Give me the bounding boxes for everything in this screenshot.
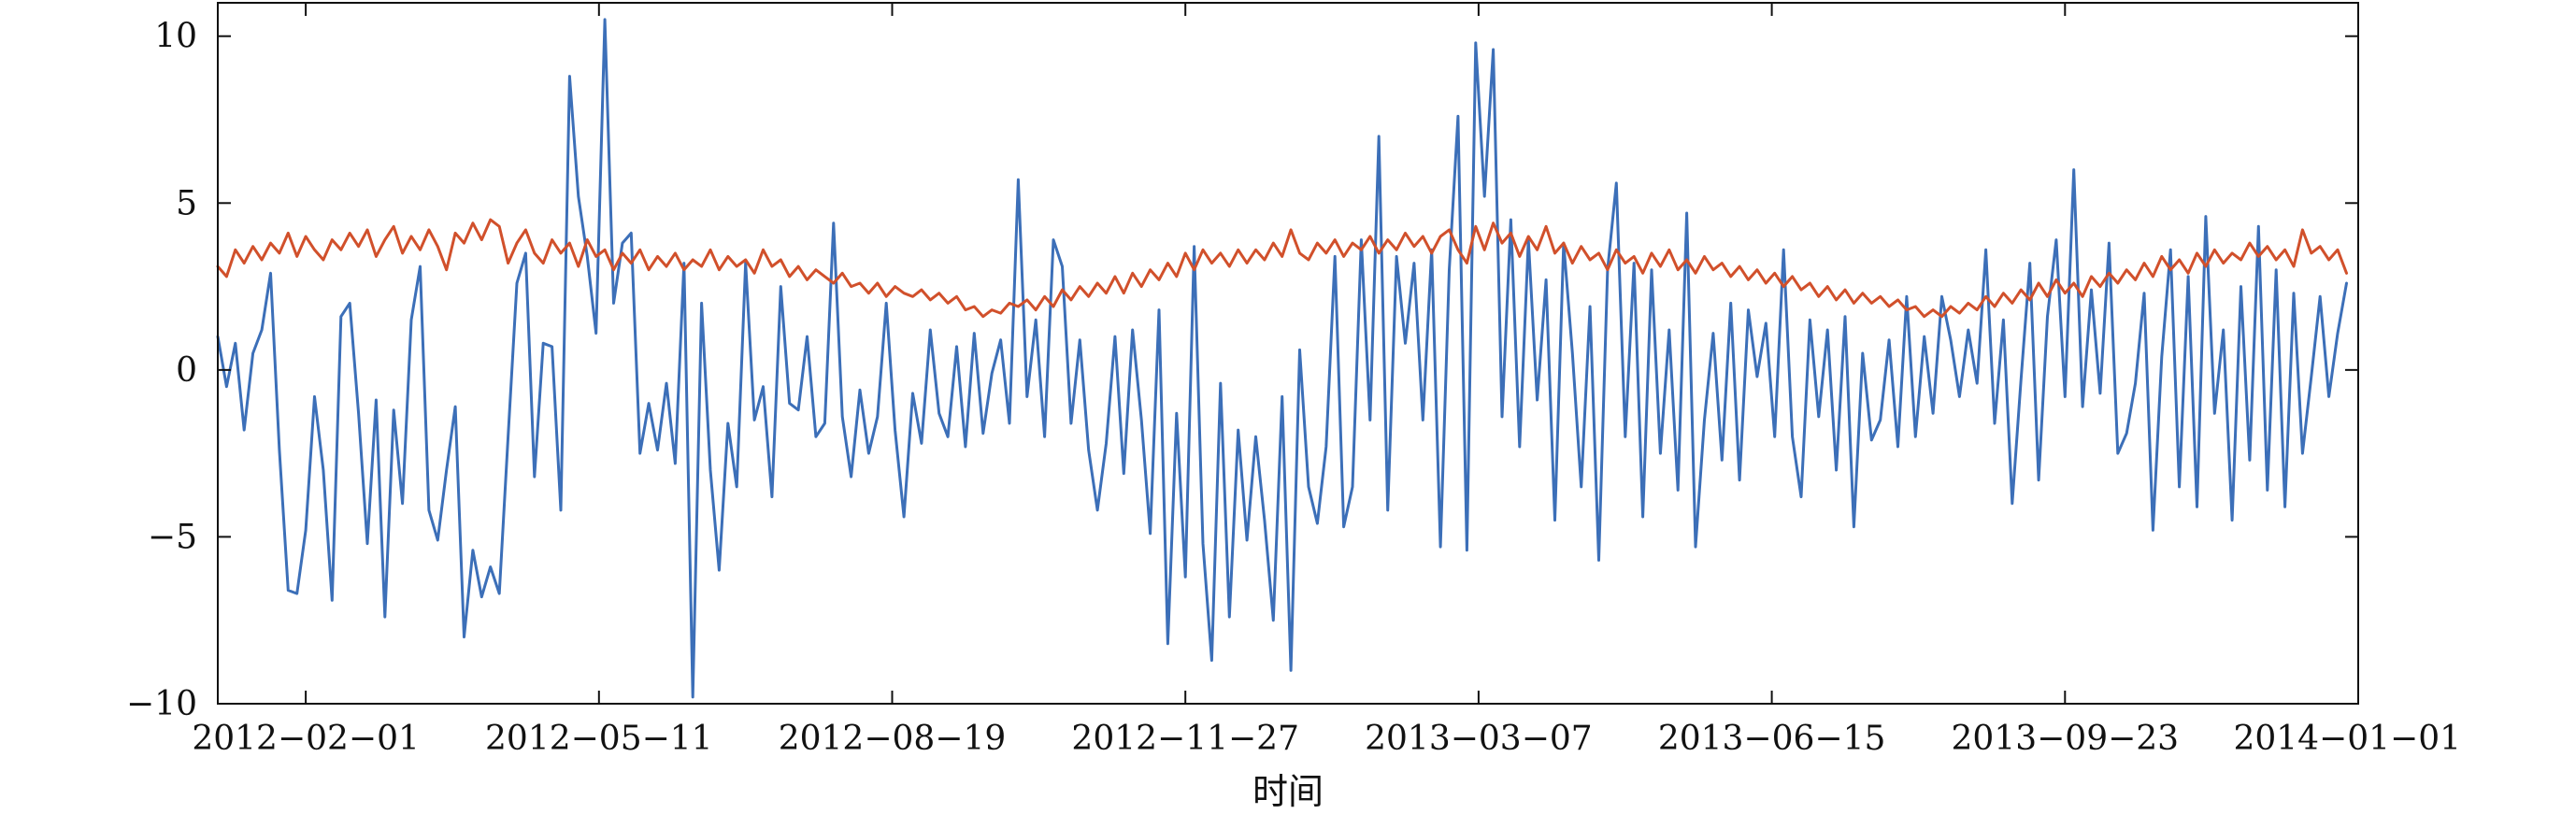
x-tick-label: 2013−09−23: [1952, 720, 2180, 758]
x-tick-label: 2014−01−01: [2233, 720, 2461, 758]
x-tick-label: 2012−11−27: [1071, 720, 1299, 758]
y-tick-label: 0: [176, 351, 197, 390]
x-axis: 2012−02−01 2012−05−11 2012−08−19 2012−11−27…: [192, 3, 2461, 758]
series-line-2: [216, 218, 2348, 319]
y-tick-label: 5: [176, 184, 197, 222]
series-line-1: [216, 18, 2348, 699]
y-tick-label: 10: [154, 18, 197, 56]
plot-frame: [217, 2, 2359, 705]
y-tick-label: −10: [126, 685, 197, 723]
y-axis: 10 5 0 −5 −10: [126, 18, 2358, 723]
y-tick-label: −5: [148, 518, 197, 556]
x-tick-label: 2012−02−01: [192, 720, 420, 758]
series-layer: [216, 18, 2348, 699]
x-axis-title: 时间: [1252, 771, 1324, 812]
x-tick-label: 2013−06−15: [1658, 720, 1886, 758]
x-tick-label: 2012−08−19: [779, 720, 1007, 758]
x-tick-label: 2013−03−07: [1365, 720, 1593, 758]
x-tick-label: 2012−05−11: [485, 720, 713, 758]
